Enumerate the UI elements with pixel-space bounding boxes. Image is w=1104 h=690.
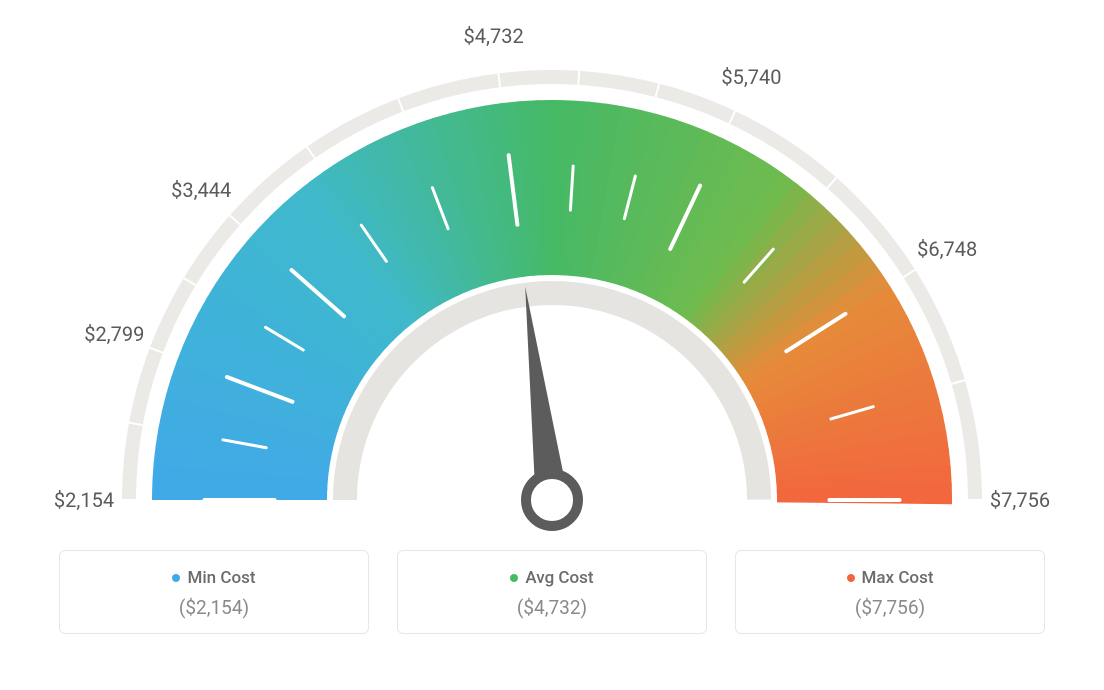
legend-title: Min Cost — [172, 568, 255, 588]
legend-value: ($2,154) — [80, 596, 348, 619]
legend-value: ($4,732) — [418, 596, 686, 619]
legend-value: ($7,756) — [756, 596, 1024, 619]
gauge-hub — [526, 474, 578, 526]
legend-title-text: Min Cost — [187, 568, 255, 588]
gauge-svg — [0, 0, 1104, 540]
legend-card-avg: Avg Cost ($4,732) — [397, 550, 707, 634]
gauge-tick-label: $4,732 — [454, 24, 534, 48]
legend-title-text: Avg Cost — [525, 568, 593, 588]
legend-dot — [510, 574, 518, 582]
legend-card-max: Max Cost ($7,756) — [735, 550, 1045, 634]
gauge-tick-label: $3,444 — [161, 178, 241, 202]
gauge-tick-label: $5,740 — [711, 65, 791, 89]
legend-title: Avg Cost — [510, 568, 593, 588]
legend-row: Min Cost ($2,154) Avg Cost ($4,732) Max Cost… — [0, 550, 1104, 634]
gauge-chart: $2,154 $2,799 $3,444 $4,732 $5,740 $6,748 $7,7… — [0, 0, 1104, 540]
legend-card-min: Min Cost ($2,154) — [59, 550, 369, 634]
legend-dot — [172, 574, 180, 582]
gauge-tick-label: $2,799 — [74, 322, 154, 346]
legend-dot — [847, 574, 855, 582]
gauge-tick-label: $7,756 — [980, 488, 1060, 512]
legend-title-text: Max Cost — [862, 568, 934, 588]
gauge-tick-label: $6,748 — [907, 237, 987, 261]
gauge-outer-tick — [578, 71, 579, 85]
legend-title: Max Cost — [847, 568, 934, 588]
gauge-tick-label: $2,154 — [44, 488, 124, 512]
